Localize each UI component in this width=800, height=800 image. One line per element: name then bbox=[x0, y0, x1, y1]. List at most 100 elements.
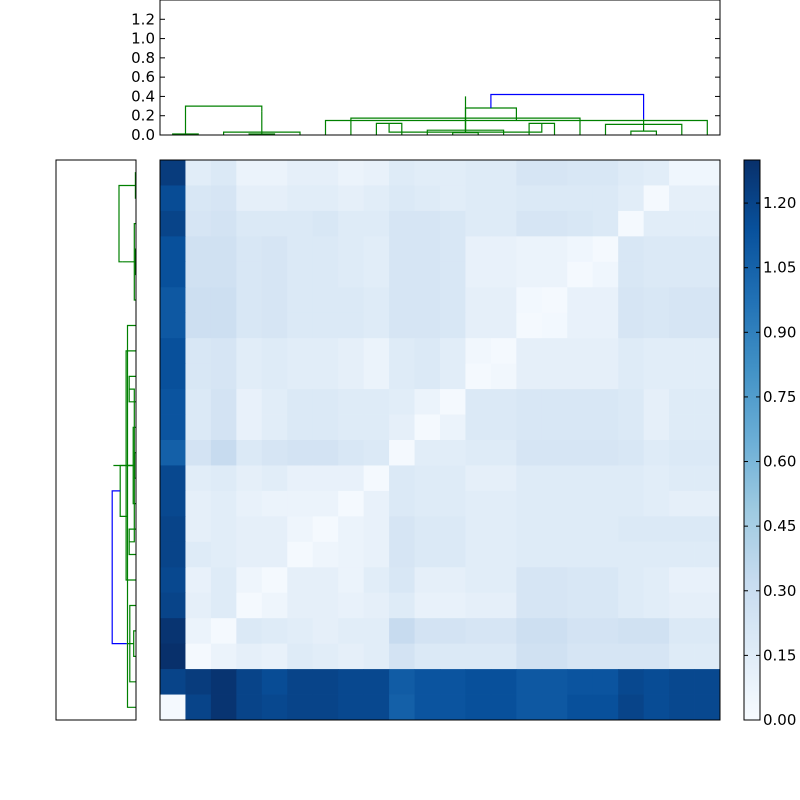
heatmap-cell bbox=[592, 490, 619, 517]
heatmap-cell bbox=[287, 618, 314, 645]
heatmap-cell bbox=[669, 160, 695, 186]
heatmap-cell bbox=[592, 440, 619, 466]
heatmap-cell bbox=[465, 643, 492, 670]
heatmap-cell bbox=[440, 592, 466, 619]
heatmap-cell bbox=[363, 414, 390, 441]
heatmap-cell bbox=[694, 465, 721, 492]
heatmap-cell bbox=[160, 389, 186, 415]
colorbar-gradient bbox=[744, 160, 760, 720]
heatmap-cell bbox=[490, 363, 517, 390]
heatmap-cell bbox=[694, 160, 721, 186]
heatmap-cell bbox=[414, 643, 441, 670]
heatmap-cell bbox=[287, 541, 314, 568]
heatmap-cell bbox=[694, 490, 721, 517]
heatmap-cell bbox=[440, 363, 466, 390]
heatmap-cell bbox=[414, 287, 441, 314]
heatmap-cell bbox=[541, 160, 568, 186]
heatmap-cell bbox=[490, 516, 517, 543]
heatmap-cell bbox=[567, 236, 594, 263]
heatmap-cell bbox=[541, 440, 568, 466]
heatmap-cell bbox=[287, 592, 314, 619]
heatmap-cell bbox=[236, 643, 263, 670]
heatmap-cell bbox=[236, 618, 263, 645]
heatmap-cell bbox=[210, 287, 237, 314]
heatmap-cell bbox=[694, 414, 721, 441]
heatmap-cell bbox=[541, 618, 568, 645]
heatmap-cell bbox=[516, 287, 543, 314]
heatmap-cell bbox=[261, 490, 288, 517]
heatmap-cell bbox=[516, 363, 543, 390]
heatmap-cell bbox=[185, 338, 212, 365]
heatmap-cell bbox=[669, 541, 695, 568]
heatmap-cell bbox=[363, 567, 390, 594]
heatmap-cell bbox=[465, 185, 492, 212]
heatmap-cell bbox=[465, 287, 492, 314]
heatmap-cell bbox=[465, 338, 492, 365]
heatmap-cell bbox=[261, 389, 288, 415]
heatmap-cell bbox=[643, 567, 670, 594]
heatmap-cell bbox=[185, 287, 212, 314]
colorbar-tick-label: 0.15 bbox=[763, 646, 796, 664]
heatmap-cell bbox=[363, 363, 390, 390]
heatmap-cell bbox=[261, 694, 288, 721]
heatmap-cell bbox=[185, 160, 212, 186]
heatmap-cell bbox=[643, 694, 670, 721]
heatmap-cell bbox=[567, 287, 594, 314]
heatmap-cell bbox=[261, 210, 288, 237]
heatmap-cell bbox=[516, 694, 543, 721]
heatmap-cell bbox=[338, 618, 365, 645]
heatmap-cell bbox=[287, 312, 314, 339]
heatmap-cell bbox=[261, 261, 288, 288]
heatmap-cell bbox=[185, 261, 212, 288]
heatmap-cell bbox=[490, 618, 517, 645]
heatmap-cell bbox=[389, 694, 415, 721]
heatmap-cell bbox=[516, 185, 543, 212]
heatmap-cell bbox=[465, 440, 492, 466]
heatmap-cell bbox=[389, 414, 415, 441]
heatmap-cell bbox=[414, 414, 441, 441]
heatmap-cell bbox=[669, 592, 695, 619]
heatmap-cell bbox=[567, 160, 594, 186]
heatmap-cell bbox=[287, 465, 314, 492]
heatmap-cell bbox=[567, 312, 594, 339]
heatmap-cell bbox=[363, 338, 390, 365]
heatmap-cell bbox=[389, 669, 415, 695]
heatmap-cell bbox=[694, 261, 721, 288]
heatmap-cell bbox=[516, 160, 543, 186]
heatmap-cell bbox=[160, 516, 186, 543]
heatmap-cell bbox=[694, 618, 721, 645]
heatmap-cell bbox=[490, 287, 517, 314]
heatmap-cell bbox=[440, 287, 466, 314]
heatmap-cell bbox=[541, 592, 568, 619]
heatmap-cell bbox=[618, 312, 645, 339]
heatmap-cell bbox=[669, 465, 695, 492]
heatmap-cell bbox=[236, 592, 263, 619]
heatmap-cell bbox=[312, 389, 339, 415]
heatmap-cell bbox=[312, 210, 339, 237]
heatmap-cell bbox=[338, 185, 365, 212]
heatmap-cell bbox=[669, 389, 695, 415]
colorbar-tick-label: 1.05 bbox=[763, 259, 796, 277]
heatmap-cell bbox=[618, 287, 645, 314]
heatmap-cell bbox=[592, 389, 619, 415]
heatmap-cell bbox=[465, 465, 492, 492]
heatmap-cell bbox=[312, 261, 339, 288]
heatmap-cell bbox=[160, 414, 186, 441]
heatmap-cell bbox=[261, 312, 288, 339]
heatmap-cell bbox=[567, 414, 594, 441]
heatmap-cell bbox=[210, 312, 237, 339]
heatmap-cell bbox=[669, 236, 695, 263]
heatmap-cell bbox=[694, 210, 721, 237]
heatmap-cell bbox=[160, 643, 186, 670]
heatmap-cell bbox=[210, 465, 237, 492]
heatmap-cell bbox=[287, 338, 314, 365]
top-dendrogram-link bbox=[490, 93, 645, 120]
heatmap-cell bbox=[694, 694, 721, 721]
heatmap-cell bbox=[669, 516, 695, 543]
heatmap-cell bbox=[541, 185, 568, 212]
heatmap-cell bbox=[592, 312, 619, 339]
heatmap-cell bbox=[389, 643, 415, 670]
heatmap-cell bbox=[287, 261, 314, 288]
heatmap-cell bbox=[669, 567, 695, 594]
heatmap-cell bbox=[338, 338, 365, 365]
